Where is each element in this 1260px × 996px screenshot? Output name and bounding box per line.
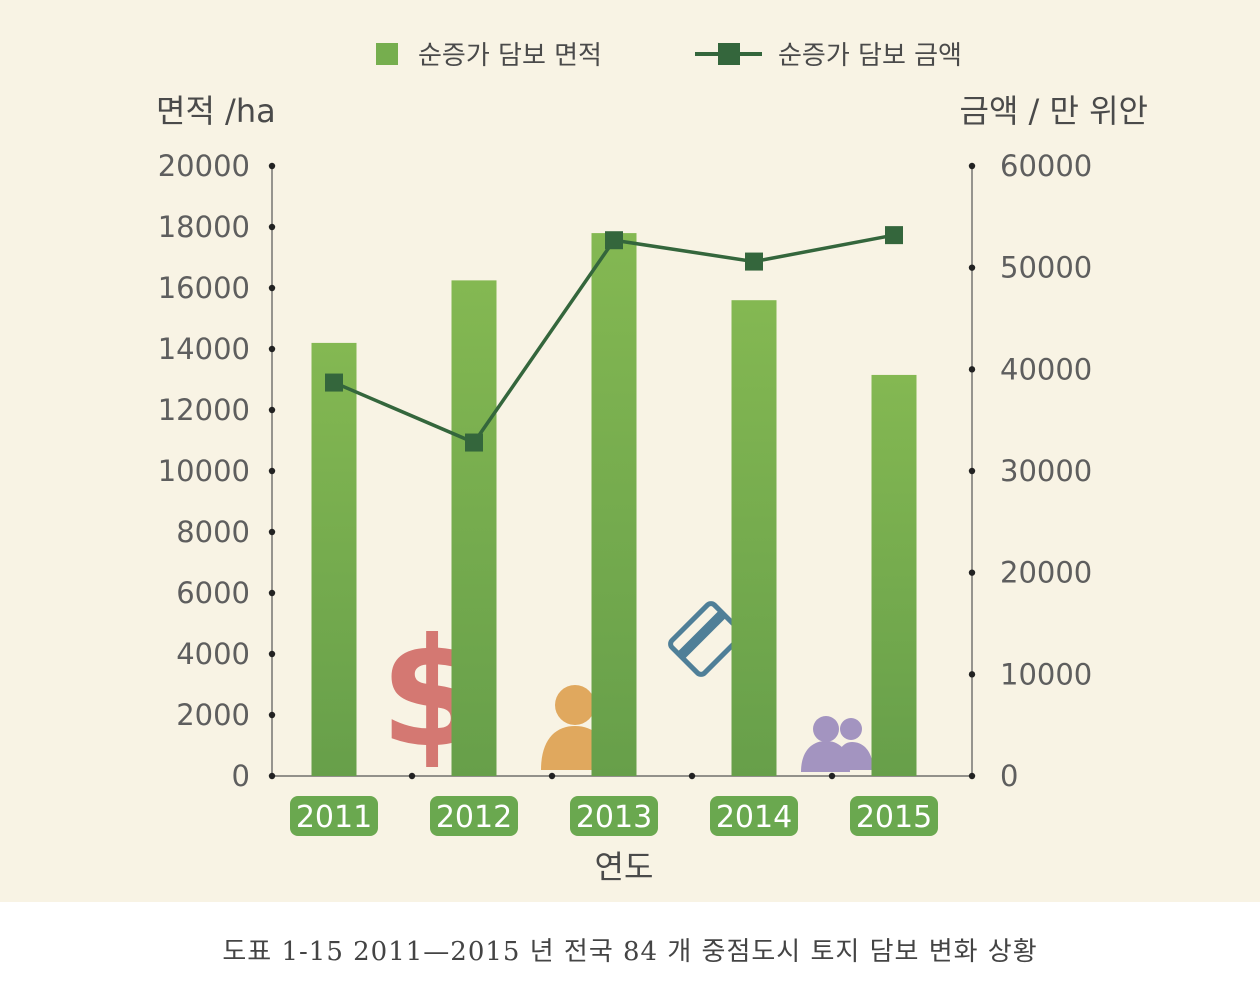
y-left-tick-dot bbox=[268, 528, 276, 536]
y-right-axis-title: 금액 / 만 위안 bbox=[960, 92, 1149, 130]
y-left-tick-dot bbox=[268, 223, 276, 231]
y-left-tick-label: 18000 bbox=[158, 210, 250, 244]
bar-2015 bbox=[871, 374, 917, 776]
y-left-tick-label: 10000 bbox=[158, 454, 250, 488]
y-right-ticks: 0 10000 20000 30000 40000 50000 60000 bbox=[968, 149, 1092, 793]
bar-series bbox=[311, 233, 917, 777]
bar-2014 bbox=[731, 300, 777, 776]
x-axis-title: 연도 bbox=[595, 848, 654, 886]
y-left-tick-dot bbox=[268, 650, 276, 658]
y-right-tick-dot bbox=[968, 162, 976, 170]
bar-2012 bbox=[451, 280, 497, 776]
y-left-tick-label: 0 bbox=[232, 759, 250, 793]
line-point-2012 bbox=[465, 433, 483, 452]
y-left-tick-label: 2000 bbox=[176, 698, 250, 732]
x-axis-dot bbox=[688, 772, 696, 780]
bar-2013 bbox=[591, 233, 637, 777]
x-axis-dot bbox=[408, 772, 416, 780]
y-right-tick-dot bbox=[968, 467, 976, 475]
y-left-tick-dot bbox=[268, 711, 276, 719]
y-left-tick-label: 16000 bbox=[158, 271, 250, 305]
y-left-tick-dot bbox=[268, 406, 276, 414]
x-tick-label: 2013 bbox=[576, 800, 652, 835]
line-point-2014 bbox=[745, 252, 763, 271]
y-left-tick-label: 14000 bbox=[158, 332, 250, 366]
year-badge bbox=[850, 796, 938, 836]
line-point-2011 bbox=[325, 373, 343, 392]
y-right-tick-label: 40000 bbox=[1000, 352, 1092, 386]
y-left-axis-title: 면적 /ha bbox=[156, 92, 276, 130]
y-right-tick-label: 0 bbox=[1000, 759, 1018, 793]
line-point-2013 bbox=[605, 231, 623, 250]
y-left-tick-label: 6000 bbox=[176, 576, 250, 610]
x-tick-label: 2014 bbox=[716, 800, 792, 835]
x-axis-dot bbox=[548, 772, 556, 780]
y-right-tick-dot bbox=[968, 569, 976, 576]
y-left-tick-label: 8000 bbox=[176, 515, 250, 549]
y-left-tick-dot bbox=[268, 345, 276, 353]
y-right-tick-dot bbox=[968, 366, 976, 373]
y-left-tick-dot bbox=[268, 467, 276, 475]
y-left-tick-label: 12000 bbox=[158, 393, 250, 427]
credit-card-icon bbox=[668, 601, 744, 677]
legend-line-marker bbox=[718, 43, 740, 65]
x-tick-label: 2015 bbox=[856, 800, 932, 835]
y-right-tick-dot bbox=[968, 671, 976, 678]
y-right-tick-label: 20000 bbox=[1000, 556, 1092, 590]
year-badge bbox=[290, 796, 378, 836]
y-right-tick-label: 10000 bbox=[1000, 657, 1092, 691]
figure-caption: 도표 1-15 2011—2015 년 전국 84 개 중점도시 토지 담보 변… bbox=[222, 936, 1038, 967]
people-icon bbox=[801, 716, 873, 772]
chart-panel: 순증가 담보 면적 순증가 담보 금액 면적 /ha 금액 / 만 위안 연도 … bbox=[0, 0, 1260, 902]
legend-line-label: 순증가 담보 금액 bbox=[778, 41, 962, 71]
y-left-tick-label: 20000 bbox=[158, 149, 250, 183]
y-left-tick-dot bbox=[268, 772, 276, 780]
y-left-ticks: 0 2000 4000 6000 8000 10000 12000 14000 16000 180… bbox=[158, 149, 276, 793]
chart: 순증가 담보 면적 순증가 담보 금액 면적 /ha 금액 / 만 위안 연도 … bbox=[156, 41, 1149, 886]
x-tick-labels: 2011 2012 2013 2014 2015 bbox=[290, 796, 938, 836]
y-left-tick-dot bbox=[268, 162, 276, 170]
y-left-tick-label: 4000 bbox=[176, 637, 250, 671]
y-right-tick-label: 50000 bbox=[1000, 251, 1092, 285]
y-right-tick-dot bbox=[968, 264, 976, 271]
year-badge bbox=[570, 796, 658, 836]
y-right-tick-label: 30000 bbox=[1000, 454, 1092, 488]
legend: 순증가 담보 면적 순증가 담보 금액 bbox=[376, 41, 962, 71]
line-point-2015 bbox=[885, 226, 903, 245]
year-badge bbox=[710, 796, 798, 836]
x-axis-dots bbox=[408, 772, 836, 780]
year-badge bbox=[430, 796, 518, 836]
legend-bar-swatch bbox=[376, 43, 398, 65]
x-tick-label: 2012 bbox=[436, 800, 512, 835]
x-axis-dot bbox=[828, 772, 836, 780]
legend-bar-label: 순증가 담보 면적 bbox=[418, 41, 602, 71]
bar-2011 bbox=[311, 342, 357, 776]
y-right-tick-label: 60000 bbox=[1000, 149, 1092, 183]
y-left-tick-dot bbox=[268, 589, 276, 597]
line-series bbox=[325, 226, 903, 452]
y-left-tick-dot bbox=[268, 284, 276, 292]
y-right-tick-dot bbox=[968, 772, 976, 780]
x-tick-label: 2011 bbox=[296, 800, 372, 835]
